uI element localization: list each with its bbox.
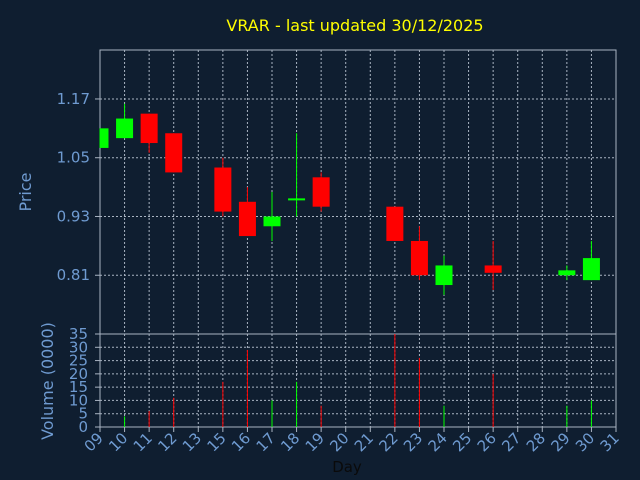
candle xyxy=(116,103,134,139)
candle-body xyxy=(116,118,134,139)
x-tick-label: 30 xyxy=(572,429,598,455)
x-tick-label: 26 xyxy=(474,429,500,455)
candle xyxy=(410,226,428,281)
candle xyxy=(214,157,232,217)
candle xyxy=(165,133,183,173)
candle-body xyxy=(558,270,576,276)
x-tick-label: 13 xyxy=(179,429,205,455)
x-tick-label: 19 xyxy=(302,429,328,455)
volume-panel xyxy=(99,333,617,428)
candle xyxy=(312,172,330,212)
candle-body xyxy=(484,265,502,273)
candle xyxy=(99,128,109,148)
price-tick-label: 1.05 xyxy=(57,149,90,167)
volume-tick-label: 35 xyxy=(69,325,88,343)
x-tick-label: 22 xyxy=(375,429,401,455)
volume-tick-label: 25 xyxy=(69,352,88,370)
candle xyxy=(484,240,502,290)
price-tick-label: 0.81 xyxy=(57,266,90,284)
price-panel xyxy=(99,49,617,335)
price-plot-area xyxy=(99,49,617,335)
candle xyxy=(263,192,281,241)
volume-tick-label: 15 xyxy=(69,378,88,396)
volume-axis-label: Volume (0000) xyxy=(38,322,57,440)
candle-body xyxy=(214,167,232,212)
volume-tick-label: 20 xyxy=(69,365,88,383)
volume-bars xyxy=(124,334,592,427)
candle xyxy=(435,255,453,295)
volume-plot-area xyxy=(99,333,617,428)
price-y-ticks: 1.17 1.05 0.93 0.81 xyxy=(57,90,100,284)
candle-body xyxy=(100,128,109,148)
volume-tick-label: 30 xyxy=(69,338,88,356)
candle-body xyxy=(582,258,600,281)
chart-title: VRAR - last updated 30/12/2025 xyxy=(226,16,483,35)
candle-body xyxy=(410,240,428,276)
x-ticks: 0910111213151617181920212223242526272829… xyxy=(81,427,623,455)
candle xyxy=(558,265,576,281)
price-tick-label: 0.93 xyxy=(57,207,90,225)
x-tick-label: 27 xyxy=(498,429,524,455)
x-tick-label: 16 xyxy=(228,429,254,455)
candle-body xyxy=(165,133,183,173)
candle xyxy=(288,133,306,217)
candle-body xyxy=(386,206,404,241)
price-tick-label: 1.17 xyxy=(57,90,90,108)
volume-tick-label: 0 xyxy=(78,418,88,436)
candle-body xyxy=(140,113,158,144)
candle xyxy=(582,240,600,281)
candles xyxy=(99,103,600,295)
candle xyxy=(140,113,158,153)
x-tick-label: 21 xyxy=(351,429,377,455)
x-tick-label: 17 xyxy=(253,429,279,455)
x-tick-label: 20 xyxy=(326,429,352,455)
x-tick-label: 12 xyxy=(154,429,180,455)
x-tick-label: 11 xyxy=(130,429,156,455)
x-tick-label: 15 xyxy=(203,429,229,455)
candle-body xyxy=(238,201,256,237)
candle-body xyxy=(263,216,281,227)
candle-body xyxy=(288,198,306,201)
candle-body xyxy=(435,265,453,286)
candle xyxy=(238,187,256,237)
candle-body xyxy=(312,177,330,207)
price-axis-label: Price xyxy=(16,172,35,211)
x-tick-label: 31 xyxy=(597,429,623,455)
x-axis-label: Day xyxy=(332,458,362,476)
x-tick-label: 18 xyxy=(277,429,303,455)
x-tick-label: 24 xyxy=(425,429,451,455)
x-tick-label: 28 xyxy=(523,429,549,455)
x-tick-label: 29 xyxy=(547,429,573,455)
x-tick-label: 23 xyxy=(400,429,426,455)
volume-tick-label: 10 xyxy=(69,391,88,409)
x-tick-label: 10 xyxy=(105,429,131,455)
x-tick-label: 25 xyxy=(449,429,475,455)
volume-tick-label: 5 xyxy=(78,405,88,423)
candle xyxy=(386,206,404,241)
